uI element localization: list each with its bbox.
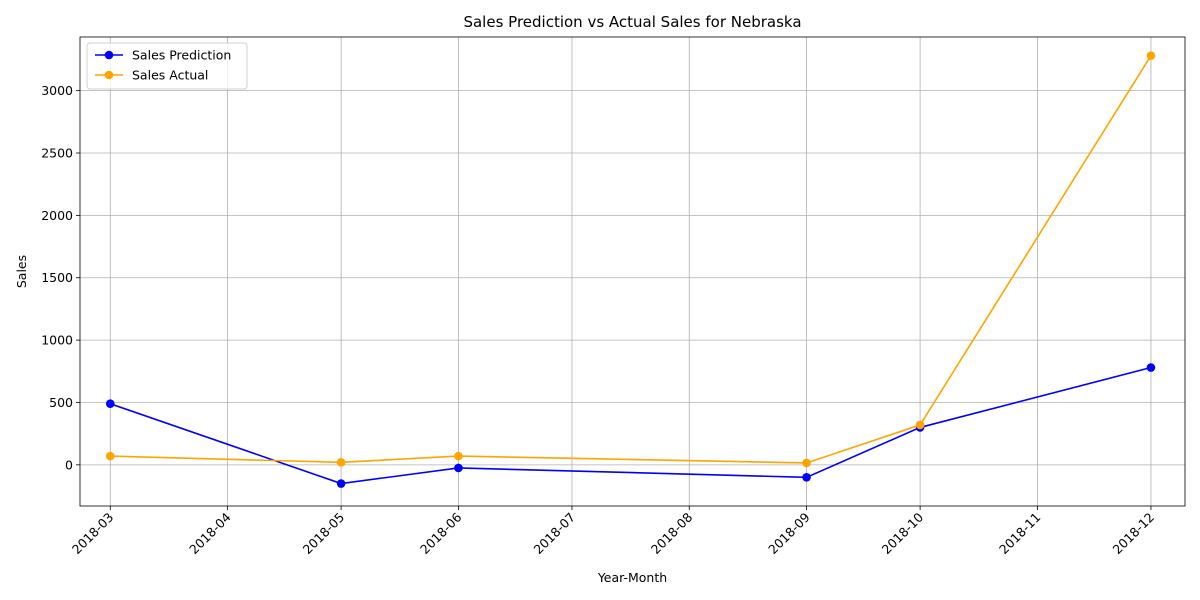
chart-title: Sales Prediction vs Actual Sales for Neb… [463, 13, 801, 31]
series-line [110, 55, 1152, 464]
legend-entry: Sales Prediction [95, 48, 231, 63]
data-point [802, 458, 811, 468]
y-tick-label: 3000 [41, 83, 73, 98]
data-point [105, 451, 115, 461]
data-point [454, 451, 463, 461]
y-tick-label: 0 [65, 457, 73, 472]
data-point [915, 420, 925, 430]
data-point [1146, 51, 1156, 61]
data-point [105, 399, 115, 409]
legend-label: Sales Actual [132, 68, 208, 83]
y-tick-label: 1000 [41, 333, 73, 348]
data-point [454, 463, 463, 473]
y-tick-label: 500 [49, 395, 73, 410]
y-axis: 0 500 1000 1500 2000 2500 3000 [41, 83, 80, 472]
legend-entry: Sales Actual [95, 68, 208, 83]
legend-label: Sales Prediction [132, 48, 231, 63]
legend-box [86, 42, 248, 90]
legend-marker [104, 70, 114, 80]
plot-frame [79, 36, 1186, 507]
grid [80, 37, 1185, 506]
data-point [336, 479, 346, 488]
y-tick-label: 2000 [41, 208, 73, 223]
series-line [110, 366, 1152, 485]
data-point [802, 473, 811, 482]
x-axis-label: Year-Month [597, 570, 667, 585]
legend-marker [104, 50, 114, 60]
y-tick-label: 1500 [41, 270, 73, 285]
legend: Sales Prediction Sales Actual [86, 42, 248, 90]
y-tick-label: 2500 [41, 146, 73, 161]
series-1 [105, 51, 1156, 468]
data-point [1146, 363, 1156, 372]
data-point [336, 458, 346, 467]
series-layer [105, 51, 1156, 488]
series-0 [105, 363, 1156, 488]
y-axis-label: Sales [14, 255, 29, 288]
